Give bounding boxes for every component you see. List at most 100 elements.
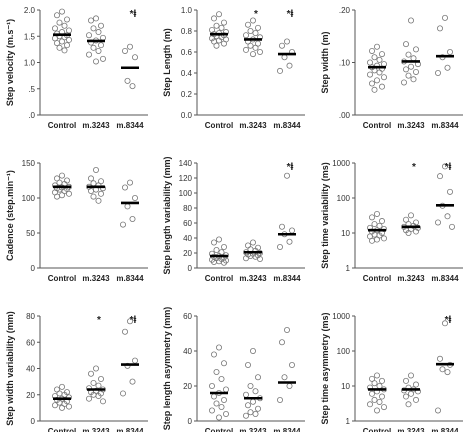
x-tick-label: Control (363, 121, 391, 130)
data-point (244, 21, 251, 28)
panel-7: 80 60 40 20 0 Step width variability (mm) Cont… (5, 311, 148, 432)
significance-marker: *ⱡ (287, 162, 294, 173)
y-tick-label: 20 (183, 249, 192, 258)
data-point (252, 30, 259, 37)
data-point (439, 366, 446, 373)
data-point (127, 179, 134, 186)
data-point (407, 17, 414, 24)
data-point (93, 58, 100, 65)
data-point (407, 390, 414, 397)
data-point (222, 386, 229, 393)
x-tick-label: m.3243 (82, 121, 110, 130)
y-tick-label: .5 (28, 85, 35, 94)
data-point (407, 63, 414, 70)
data-point (249, 398, 256, 405)
significance-marker: * (412, 162, 416, 173)
data-point (242, 255, 249, 262)
data-point (86, 395, 93, 402)
y-tick-label: 1 (346, 417, 351, 426)
y-axis-label: Cadence (step.min⁻¹) (5, 170, 15, 261)
data-point (90, 44, 97, 51)
data-point (54, 12, 61, 19)
data-point (376, 69, 383, 76)
data-point (129, 378, 136, 385)
data-point (213, 246, 220, 253)
y-tick-label: 1.5 (24, 32, 36, 41)
y-tick-label: 10 (341, 382, 350, 391)
data-point (54, 193, 61, 200)
data-point (434, 407, 441, 414)
data-point (286, 62, 293, 69)
data-point (368, 47, 375, 54)
data-point (373, 77, 380, 84)
x-tick-label: m.8344 (116, 121, 144, 130)
data-point (242, 412, 249, 419)
data-point (129, 83, 136, 90)
data-point (61, 47, 68, 54)
data-point (434, 219, 441, 226)
data-point (368, 375, 375, 382)
data-point (86, 51, 93, 58)
data-point (210, 239, 217, 246)
data-point (213, 22, 220, 29)
data-point (407, 372, 414, 379)
y-tick-label: 1000 (332, 312, 350, 321)
y-tick-label: 0.2 (181, 90, 193, 99)
y-tick-label: 150 (22, 159, 36, 168)
panel-3: .20 .10 .00 Step width (m) Control m.3243 m.83… (320, 6, 463, 130)
y-tick-label: 0 (188, 264, 193, 273)
data-point (66, 36, 73, 43)
y-tick-label: 0 (31, 264, 36, 273)
data-point (90, 25, 97, 32)
y-tick-label: .20 (339, 6, 351, 15)
y-tick-label: 2.0 (24, 6, 36, 15)
data-point (400, 79, 407, 86)
data-point (249, 17, 256, 24)
data-point (95, 47, 102, 54)
x-tick-label: m.3243 (397, 121, 425, 130)
data-point (278, 223, 285, 230)
x-tick-label: Control (205, 121, 233, 130)
data-point (436, 355, 443, 362)
x-tick-label: m.3243 (239, 121, 267, 130)
data-point (215, 236, 222, 243)
data-point (373, 43, 380, 50)
data-point (98, 22, 105, 29)
data-point (378, 83, 385, 90)
data-point (213, 42, 220, 49)
data-point (278, 42, 285, 49)
data-point (378, 393, 385, 400)
data-point (127, 43, 134, 50)
significance-marker: *ⱡ (445, 162, 452, 173)
data-point (54, 40, 61, 47)
data-point (448, 223, 455, 230)
data-point (366, 401, 373, 408)
data-point (52, 25, 59, 32)
y-tick-label: 20 (26, 391, 35, 400)
data-point (380, 74, 387, 81)
y-tick-label: 0 (31, 417, 36, 426)
data-point (210, 351, 217, 358)
x-tick-label: m.3243 (397, 274, 425, 283)
y-axis-label: Step Length (m) (162, 28, 172, 97)
data-point (436, 173, 443, 180)
data-point (402, 377, 409, 384)
data-point (283, 172, 290, 179)
significance-marker: *ⱡ (130, 9, 137, 20)
x-tick-label: m.8344 (431, 121, 459, 130)
data-point (242, 391, 249, 398)
data-point (436, 25, 443, 32)
y-tick-label: .0 (28, 111, 35, 120)
y-tick-label: 40 (183, 234, 192, 243)
data-point (410, 55, 417, 62)
data-point (220, 243, 227, 250)
data-point (380, 404, 387, 411)
data-point (410, 76, 417, 83)
y-tick-label: 1 (346, 264, 351, 273)
data-point (98, 42, 105, 49)
y-axis-label: Step width (m) (320, 32, 330, 94)
data-point (283, 38, 290, 45)
x-tick-label: m.8344 (273, 121, 301, 130)
data-point (256, 49, 263, 56)
data-point (286, 382, 293, 389)
